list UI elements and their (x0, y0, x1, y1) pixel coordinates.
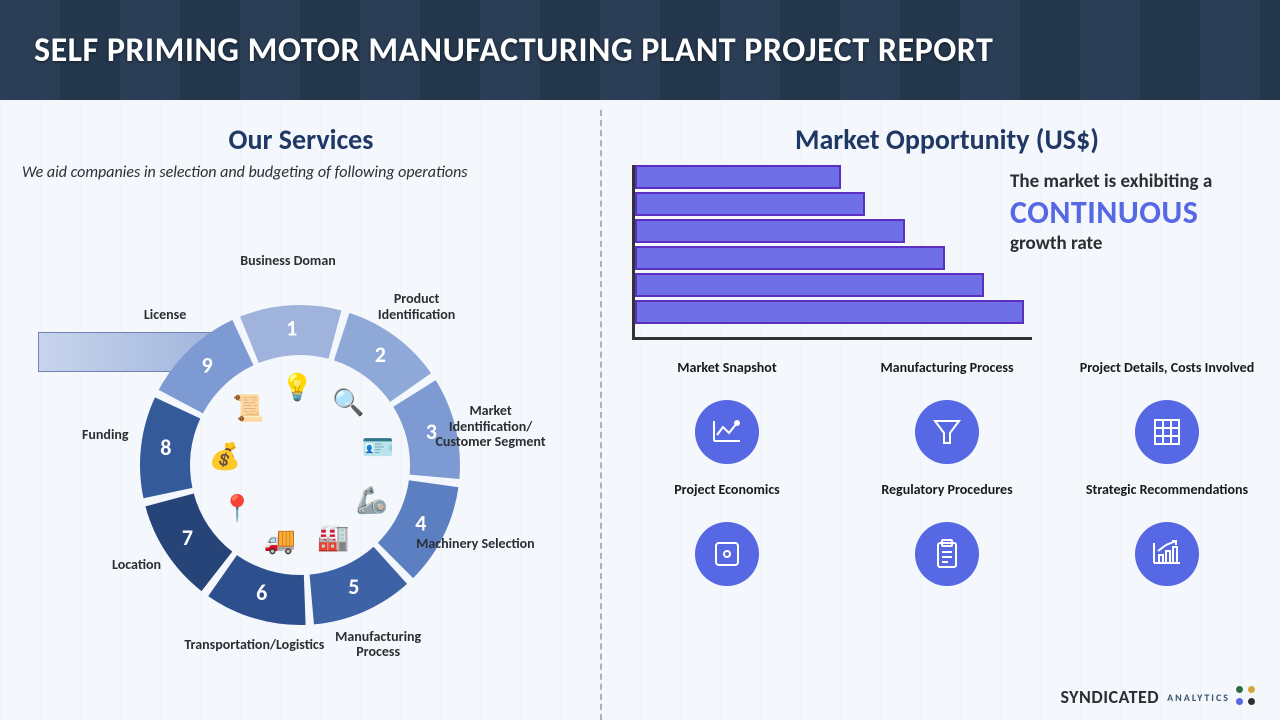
services-heading: Our Services (22, 122, 580, 157)
brand-sub: ANALYTICS (1167, 691, 1230, 704)
feature-icon-grid (1135, 400, 1199, 464)
feature-label-1: Market Snapshot (677, 360, 776, 394)
feature-icon-growth (1135, 522, 1199, 586)
market-bar-1 (635, 165, 841, 189)
content-area: Our Services We aid companies in selecti… (0, 110, 1280, 720)
market-bar-2 (635, 192, 865, 216)
wheel-label-7: Location (77, 557, 197, 572)
wheel-icon-9: 📜 (232, 392, 264, 424)
feature-6: Strategic Recommendations (1072, 482, 1262, 586)
wheel-icon-7: 📍 (221, 492, 253, 524)
wheel-icon-6: 🚚 (264, 524, 296, 556)
wheel-icon-4: 🦾 (356, 484, 388, 516)
feature-icon-chart (695, 400, 759, 464)
wheel-label-3: Market Identification/ Customer Segment (431, 403, 551, 449)
feature-label-4: Project Economics (674, 482, 780, 516)
feature-icon-clipboard (915, 522, 979, 586)
wheel-icon-8: 💰 (209, 440, 241, 472)
brand-name: SYNDICATED (1061, 686, 1160, 708)
feature-grid: Market Snapshot Manufacturing Process Proj… (632, 360, 1262, 586)
feature-icon-puzzle (695, 522, 759, 586)
market-bar-4 (635, 246, 945, 270)
market-bar-6 (635, 300, 1024, 324)
wheel-label-4: Machinery Selection (415, 536, 535, 551)
title-banner: SELF PRIMING MOTOR MANUFACTURING PLANT P… (0, 0, 1280, 100)
wheel-label-1: Business Doman (228, 253, 348, 268)
growth-line1: The market is exhibiting a (1010, 170, 1260, 193)
wheel-icon-5: 🏭 (317, 521, 349, 553)
brand-dot-4 (1248, 698, 1255, 705)
brand-dot-1 (1236, 686, 1243, 693)
wheel-number-6: 6 (256, 579, 267, 606)
feature-icon-funnel (915, 400, 979, 464)
wheel-icon-1: 💡 (281, 371, 313, 403)
wheel-label-2: Product Identification (357, 291, 477, 322)
market-bar-chart (632, 165, 1032, 340)
feature-1: Market Snapshot (632, 360, 822, 464)
brand-logo: SYNDICATED ANALYTICS (1061, 686, 1258, 708)
wheel-number-7: 7 (182, 524, 193, 551)
feature-2: Manufacturing Process (852, 360, 1042, 464)
wheel-label-8: Funding (45, 427, 165, 442)
brand-mark-icon (1236, 686, 1258, 708)
services-subtitle: We aid companies in selection and budget… (22, 163, 580, 183)
services-panel: Our Services We aid companies in selecti… (0, 110, 600, 720)
growth-callout: The market is exhibiting a CONTINUOUS gr… (1010, 170, 1260, 255)
growth-line3: growth rate (1010, 232, 1260, 255)
wheel-number-2: 2 (375, 341, 386, 368)
feature-label-6: Strategic Recommendations (1086, 482, 1248, 516)
wheel-number-9: 9 (201, 351, 212, 378)
wheel-number-4: 4 (415, 510, 426, 537)
market-bar-3 (635, 219, 905, 243)
feature-label-5: Regulatory Procedures (881, 482, 1012, 516)
feature-label-3: Project Details, Costs Involved (1080, 360, 1254, 394)
brand-dot-3 (1236, 698, 1243, 705)
wheel-label-5: Manufacturing Process (318, 629, 438, 660)
feature-label-2: Manufacturing Process (880, 360, 1013, 394)
wheel-number-1: 1 (286, 315, 297, 342)
wheel-number-5: 5 (348, 573, 359, 600)
wheel-label-6: Transportation/Logistics (184, 637, 304, 652)
feature-4: Project Economics (632, 482, 822, 586)
market-panel: Market Opportunity (US$) The market is e… (600, 110, 1280, 720)
feature-5: Regulatory Procedures (852, 482, 1042, 586)
market-bar-5 (635, 273, 984, 297)
growth-big: CONTINUOUS (1010, 193, 1260, 232)
brand-dot-2 (1248, 686, 1255, 693)
services-wheel: 123456789 Business DomanProduct Identifi… (60, 225, 540, 705)
page-title: SELF PRIMING MOTOR MANUFACTURING PLANT P… (34, 30, 993, 71)
market-heading: Market Opportunity (US$) (632, 122, 1262, 157)
wheel-icon-3: 🪪 (362, 431, 394, 463)
wheel-icon-2: 🔍 (332, 386, 364, 418)
feature-3: Project Details, Costs Involved (1072, 360, 1262, 464)
wheel-label-9: License (105, 307, 225, 322)
